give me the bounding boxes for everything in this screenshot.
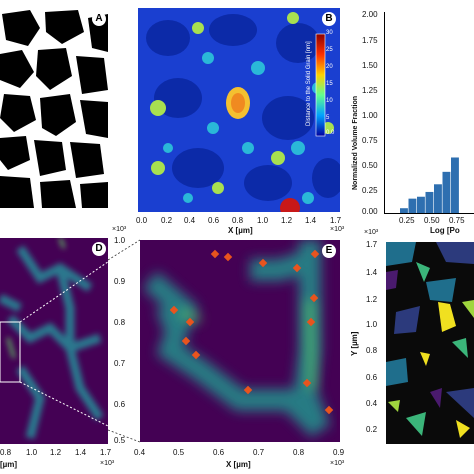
hist-bar — [442, 171, 451, 213]
f-ytick: 1.2 — [366, 295, 378, 304]
d-xtick: 1.0 — [26, 448, 38, 457]
d-xtick: 1.4 — [75, 448, 87, 457]
panel-a-binary-image — [0, 10, 108, 208]
hist-bar — [417, 196, 425, 213]
b-xtick: 0.2 — [161, 216, 173, 225]
panel-c — [384, 12, 474, 214]
c-ytick: 0.75 — [362, 136, 378, 145]
colorbar-tick: 0.0 — [326, 130, 335, 136]
b-xtick: 0.6 — [208, 216, 220, 225]
colorbar — [315, 33, 326, 137]
hist-bar — [451, 157, 459, 213]
colorbar-tick: 20 — [326, 64, 333, 70]
e-xtick: 0.8 — [293, 448, 305, 457]
f-ytick: 0.6 — [366, 373, 378, 382]
d-xtick: 0.8 — [0, 448, 12, 457]
c-ytick: 1.00 — [362, 111, 378, 120]
b-xtick: 0.8 — [232, 216, 244, 225]
panel-d-field — [0, 238, 108, 444]
hist-bar — [434, 184, 442, 213]
colorbar-tick: 15 — [326, 81, 333, 87]
e-xtick: 0.9 — [333, 448, 345, 457]
d-xlabel: [µm] — [0, 460, 18, 469]
colorbar-title: Distance to the Solid Grain [nm] — [306, 41, 312, 126]
panel-a-label: A — [92, 12, 106, 26]
panel-d-label: D — [92, 242, 106, 256]
hist-bar — [408, 198, 417, 213]
e-ytick: 0.9 — [114, 277, 126, 286]
colorbar-tick: 25 — [326, 47, 333, 53]
panel-f-labeled-map — [386, 242, 474, 444]
c-ytick: 1.25 — [362, 86, 378, 95]
c-ytick: 1.50 — [362, 61, 378, 70]
e-xtick: 0.7 — [253, 448, 265, 457]
b-xtick: 1.0 — [257, 216, 269, 225]
e-xtick: 0.6 — [213, 448, 225, 457]
c-ytick: 0.25 — [362, 186, 378, 195]
f-ytick: 1.4 — [366, 268, 378, 277]
b-xexp: ×10³ — [330, 226, 345, 233]
d-xtick: 1.2 — [50, 448, 62, 457]
e-ytick: 1.0 — [114, 236, 126, 245]
panel-b-label: B — [322, 12, 336, 26]
c-xtick: 0.75 — [449, 216, 465, 225]
e-xlabel: X [µm] — [226, 460, 251, 469]
e-ytick: 0.7 — [114, 359, 126, 368]
e-ytick: 0.5 — [114, 436, 126, 445]
b-xlabel: X [µm] — [228, 226, 253, 235]
c-xtick: 0.25 — [399, 216, 415, 225]
b-xtick: 1.7 — [330, 216, 342, 225]
panel-a: A — [0, 10, 108, 208]
c-ytick: 0.50 — [362, 161, 378, 170]
hist-bar — [425, 191, 434, 213]
zoom-box — [0, 321, 21, 383]
colorbar-tick: 30 — [326, 30, 333, 36]
panel-b: 30 25 20 15 10 5 0.0 Distance to the Sol… — [138, 8, 340, 212]
c-xtick: 0.50 — [424, 216, 440, 225]
c-ylabel: Normalized Volume Fraction — [352, 96, 359, 190]
b-xtick: 1.4 — [305, 216, 317, 225]
f-ytick: 0.4 — [366, 399, 378, 408]
f-ylabel: Y [µm] — [350, 331, 359, 356]
panel-b-distance-map — [138, 8, 340, 212]
d-xexp: ×10³ — [100, 460, 115, 467]
b-xtick: 1.2 — [281, 216, 293, 225]
panel-d: D — [0, 238, 108, 444]
e-xtick: 0.5 — [173, 448, 185, 457]
panel-f — [386, 242, 474, 444]
f-ytick: 1.7 — [366, 240, 378, 249]
b-xtick: 0.4 — [184, 216, 196, 225]
panel-e: E — [140, 240, 340, 442]
f-yexp: ×10³ — [364, 229, 379, 236]
d-xtick: 1.7 — [100, 448, 112, 457]
hist-bar — [400, 208, 408, 213]
c-xlabel: Log [Po — [430, 226, 460, 235]
marker-group — [169, 249, 334, 415]
e-yexp: ×10³ — [112, 226, 127, 233]
panel-e-label: E — [322, 244, 336, 258]
c-ytick: 1.75 — [362, 36, 378, 45]
f-ytick: 0.8 — [366, 346, 378, 355]
colorbar-tick: 10 — [326, 98, 333, 104]
c-ytick: 2.00 — [362, 10, 378, 19]
f-ytick: 1.0 — [366, 320, 378, 329]
e-ytick: 0.8 — [114, 318, 126, 327]
b-xtick: 0.0 — [136, 216, 148, 225]
colorbar-tick: 5 — [326, 115, 330, 121]
panel-c-histogram — [384, 12, 474, 214]
e-xtick: 0.4 — [134, 448, 146, 457]
c-ytick: 0.00 — [362, 207, 378, 216]
f-ytick: 0.2 — [366, 425, 378, 434]
e-xexp: ×10³ — [330, 460, 345, 467]
e-ytick: 0.6 — [114, 400, 126, 409]
panel-e-field — [140, 240, 340, 442]
